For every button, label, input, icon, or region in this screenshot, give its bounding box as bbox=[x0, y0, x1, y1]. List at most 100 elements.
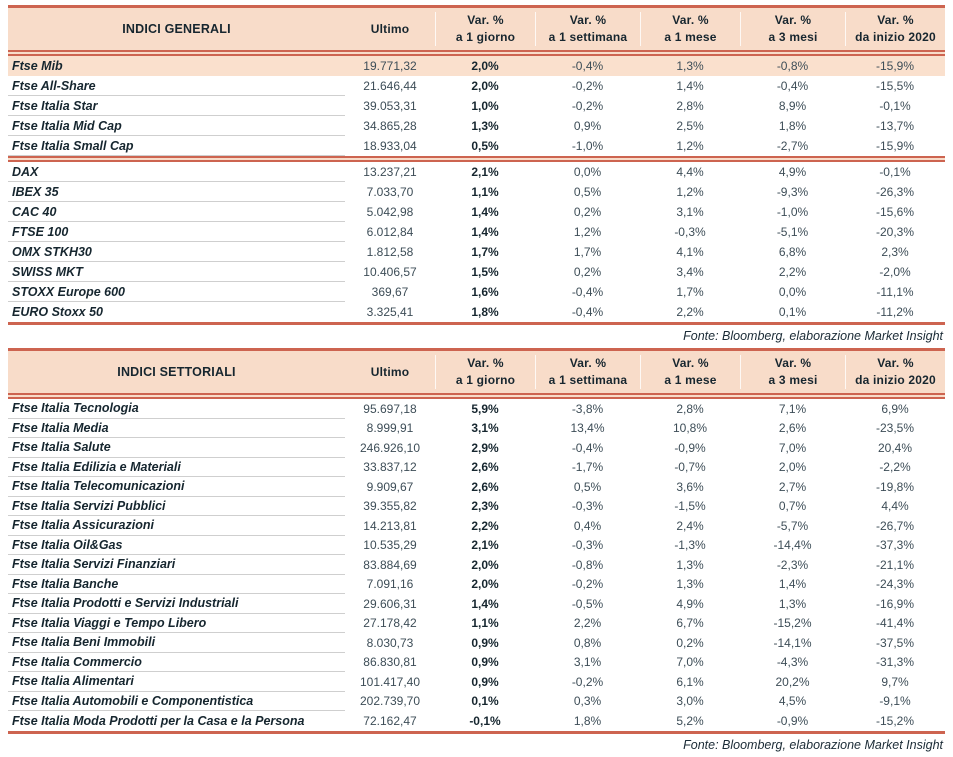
value-var-1w: 0,5% bbox=[573, 185, 602, 199]
value-var-1w: 1,2% bbox=[573, 225, 602, 239]
index-name: Ftse Mib bbox=[12, 59, 63, 73]
value-var-1w: -0,2% bbox=[571, 674, 604, 689]
value-var-1m: 1,4% bbox=[676, 79, 704, 93]
value-var-1w: -1,7% bbox=[571, 460, 604, 475]
table-row: Ftse Italia Oil&Gas 10.535,29 2,1% -0,3% -1,… bbox=[8, 536, 945, 555]
table-header: INDICI SETTORIALI Ultimo Var. % a 1 gior… bbox=[8, 348, 945, 393]
value-ultimo: 21.646,44 bbox=[363, 79, 417, 93]
value-var-ytd: -26,3% bbox=[875, 185, 915, 199]
value-var-ytd: -13,7% bbox=[875, 119, 915, 133]
value-var-1g: 1,0% bbox=[471, 99, 499, 113]
table-row: Ftse Italia Media 8.999,91 3,1% 13,4% 10,8% 2… bbox=[8, 419, 945, 438]
col-header-ultimo: Ultimo bbox=[370, 21, 410, 36]
value-var-3m: 8,9% bbox=[778, 99, 807, 113]
value-var-ytd: 9,7% bbox=[881, 674, 909, 689]
value-var-1w: 2,2% bbox=[573, 616, 602, 631]
value-var-ytd: -0,1% bbox=[879, 99, 911, 113]
value-var-ytd: -11,2% bbox=[876, 305, 914, 319]
value-var-3m: -14,1% bbox=[773, 635, 812, 650]
value-ultimo: 14.213,81 bbox=[363, 518, 417, 533]
value-var-1g: 0,9% bbox=[471, 655, 499, 670]
value-var-1g: 1,7% bbox=[471, 245, 499, 259]
value-var-1m: 2,8% bbox=[676, 401, 704, 416]
value-var-1w: -0,2% bbox=[571, 79, 604, 93]
value-var-1g: 1,5% bbox=[471, 265, 499, 279]
index-name: Ftse Italia Mid Cap bbox=[8, 116, 345, 136]
value-var-1w: -1,0% bbox=[571, 139, 604, 153]
col-header-var-da-inizio-2020: Var. % da inizio 2020 bbox=[845, 355, 945, 389]
col-header-line2: a 1 mese bbox=[664, 30, 717, 44]
value-var-3m: -1,0% bbox=[776, 205, 809, 219]
col-header-line2: a 1 settimana bbox=[548, 373, 628, 387]
source-note: Fonte: Bloomberg, elaborazione Market In… bbox=[683, 329, 943, 343]
value-var-3m: -0,8% bbox=[776, 59, 809, 73]
value-var-3m: 2,7% bbox=[778, 479, 807, 494]
value-ultimo: 6.012,84 bbox=[366, 225, 414, 239]
index-name: Ftse Italia Banche bbox=[8, 575, 345, 594]
col-header-var-da-inizio-2020: Var. % da inizio 2020 bbox=[845, 12, 945, 46]
value-var-1w: -0,4% bbox=[571, 59, 604, 73]
table-title: INDICI GENERALI bbox=[122, 21, 231, 36]
value-var-ytd: -41,4% bbox=[875, 616, 915, 631]
value-var-ytd: 6,9% bbox=[881, 401, 909, 416]
col-header-line2: a 1 giorno bbox=[455, 30, 516, 44]
value-var-1g: 2,1% bbox=[471, 165, 499, 179]
index-name: Ftse Italia Prodotti e Servizi Industria… bbox=[8, 594, 345, 614]
value-var-1g: 2,6% bbox=[471, 460, 499, 475]
value-ultimo: 10.535,29 bbox=[363, 538, 417, 553]
table-body: Ftse Mib 19.771,32 2,0% -0,4% 1,3% -0,8% -15,9… bbox=[8, 56, 945, 322]
table-row: Ftse Italia Moda Prodotti per la Casa e … bbox=[8, 711, 945, 731]
table-row: Ftse Mib 19.771,32 2,0% -0,4% 1,3% -0,8% -15,9… bbox=[8, 56, 945, 76]
value-var-1m: -0,9% bbox=[674, 440, 706, 455]
value-var-3m: 1,8% bbox=[778, 119, 807, 133]
table-row: Ftse Italia Mid Cap 34.865,28 1,3% 0,9% 2,5%… bbox=[8, 116, 945, 136]
value-var-1g: 2,0% bbox=[471, 577, 499, 592]
index-name: Ftse All-Share bbox=[8, 76, 345, 96]
table-header: INDICI GENERALI Ultimo Var. % a 1 giorno… bbox=[8, 5, 945, 50]
index-name: Ftse Italia Oil&Gas bbox=[8, 536, 345, 555]
value-var-1g: 1,4% bbox=[471, 205, 499, 219]
value-var-1m: 1,3% bbox=[676, 557, 704, 572]
value-var-1m: 1,3% bbox=[676, 59, 704, 73]
value-var-1g: 2,0% bbox=[471, 557, 499, 572]
value-var-1m: 3,1% bbox=[676, 205, 704, 219]
index-name: Ftse Italia Small Cap bbox=[8, 136, 345, 156]
header-double-rule bbox=[8, 393, 945, 399]
value-var-1m: -0,3% bbox=[674, 225, 706, 239]
value-var-1w: 0,8% bbox=[573, 635, 602, 650]
col-header-line2: da inizio 2020 bbox=[855, 373, 936, 387]
value-ultimo: 7.091,16 bbox=[366, 577, 414, 592]
table-row: Ftse All-Share 21.646,44 2,0% -0,2% 1,4% -0,4… bbox=[8, 76, 945, 96]
value-var-3m: -9,3% bbox=[776, 185, 809, 199]
value-var-1m: 3,0% bbox=[676, 694, 704, 709]
value-var-3m: 0,7% bbox=[778, 499, 807, 514]
col-header-line1: Var. % bbox=[467, 356, 504, 370]
col-header-line1: Var. % bbox=[877, 13, 914, 27]
col-header-line1: Var. % bbox=[569, 356, 607, 370]
index-name: FTSE 100 bbox=[8, 222, 345, 242]
value-ultimo: 19.771,32 bbox=[363, 59, 417, 73]
table-row: IBEX 35 7.033,70 1,1% 0,5% 1,2% -9,3% -26,3% bbox=[8, 182, 945, 202]
col-header-line1: Var. % bbox=[569, 13, 607, 27]
value-var-3m: -5,1% bbox=[776, 225, 809, 239]
value-var-3m: -2,7% bbox=[776, 139, 809, 153]
value-ultimo: 86.830,81 bbox=[363, 655, 417, 670]
table-row: Ftse Italia Banche 7.091,16 2,0% -0,2% 1,3% 1… bbox=[8, 575, 945, 594]
value-var-1m: 2,4% bbox=[676, 518, 704, 533]
value-var-3m: 7,0% bbox=[778, 440, 807, 455]
table-body: Ftse Italia Tecnologia 95.697,18 5,9% -3,8%… bbox=[8, 399, 945, 731]
value-var-1g: 3,1% bbox=[471, 421, 499, 436]
value-var-1g: -0,1% bbox=[469, 713, 501, 728]
col-header-line1: Var. % bbox=[774, 13, 812, 27]
table-row: Ftse Italia Servizi Finanziari 83.884,69 2… bbox=[8, 555, 945, 575]
value-var-1m: 2,5% bbox=[676, 119, 704, 133]
value-var-1m: 1,3% bbox=[676, 577, 704, 592]
value-var-1w: 0,9% bbox=[573, 119, 602, 133]
table-row: OMX STKH30 1.812,58 1,7% 1,7% 4,1% 6,8% 2,3% bbox=[8, 242, 945, 262]
table-row: EURO Stoxx 50 3.325,41 1,8% -0,4% 2,2% 0,1% -1… bbox=[8, 302, 945, 322]
table-row: Ftse Italia Small Cap 18.933,04 0,5% -1,0% 1… bbox=[8, 136, 945, 156]
value-ultimo: 1.812,58 bbox=[366, 245, 414, 259]
value-var-1g: 1,3% bbox=[471, 119, 499, 133]
value-var-1g: 0,1% bbox=[471, 694, 499, 709]
